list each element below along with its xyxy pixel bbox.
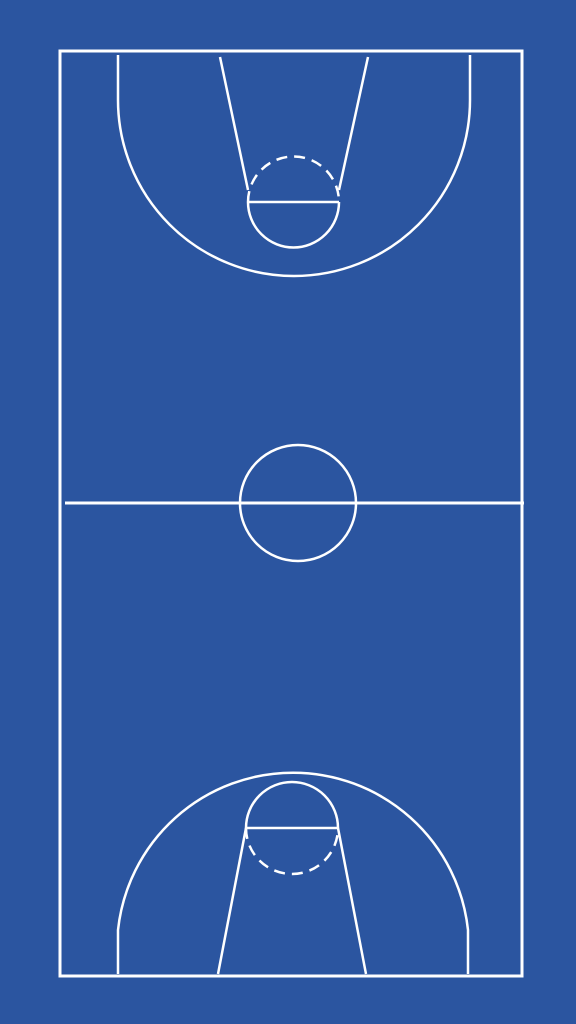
center-circle	[238, 443, 358, 563]
bottom-free-throw-circle-dashed	[244, 827, 340, 876]
top-three-point-line	[116, 55, 472, 278]
bottom-free-throw-circle-solid	[244, 780, 340, 829]
top-key-lane	[218, 56, 370, 191]
top-free-throw-circle	[246, 155, 341, 249]
bottom-key-lane	[216, 827, 368, 975]
boundary-lines	[58, 49, 524, 978]
top-free-throw-circle-dashed	[246, 155, 341, 203]
bottom-free-throw-circle	[244, 780, 340, 876]
bottom-three-point-line	[116, 771, 470, 974]
top-free-throw-circle-solid	[246, 201, 341, 249]
